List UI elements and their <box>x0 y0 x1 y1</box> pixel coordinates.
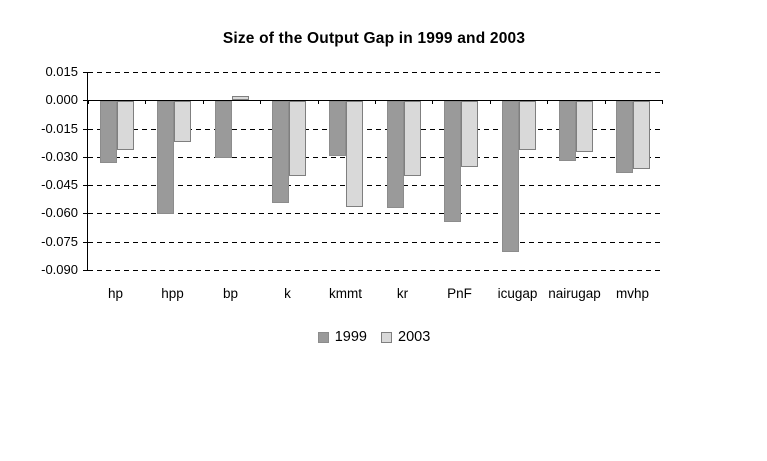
bar-1999-k <box>272 101 289 203</box>
x-axis-tick <box>375 100 376 104</box>
bar-1999-PnF <box>444 101 461 222</box>
bar-2003-bp <box>232 96 249 100</box>
bar-2003-kr <box>404 101 421 176</box>
x-axis-category-label: PnF <box>447 286 472 301</box>
y-axis-tick <box>83 185 88 186</box>
gridline <box>88 72 662 73</box>
legend-swatch-2003 <box>381 331 392 343</box>
x-axis-tick <box>432 100 433 104</box>
x-axis-tick <box>260 100 261 104</box>
bar-2003-hpp <box>174 101 191 142</box>
y-axis-tick <box>83 213 88 214</box>
gridline <box>88 270 662 271</box>
bar-1999-kr <box>387 101 404 208</box>
y-axis-tick-label: -0.030 <box>41 149 78 164</box>
bar-2003-kmmt <box>346 101 363 207</box>
y-axis-tick <box>83 129 88 130</box>
gridline <box>88 129 662 130</box>
y-axis-tick-label: -0.075 <box>41 234 78 249</box>
legend-label: 1999 <box>334 329 367 345</box>
y-axis-tick <box>83 242 88 243</box>
x-axis-tick <box>662 100 663 104</box>
x-axis-tick <box>490 100 491 104</box>
x-axis-category-label: bp <box>222 286 239 301</box>
bar-1999-icugap <box>502 101 519 252</box>
legend-item-2003: 2003 <box>381 329 430 345</box>
y-axis-tick-label: 0.000 <box>45 92 78 107</box>
bar-2003-k <box>289 101 306 176</box>
bar-1999-bp <box>215 101 232 158</box>
y-axis-tick-label: -0.045 <box>41 177 78 192</box>
x-axis-tick <box>145 100 146 104</box>
y-axis-tick-label: -0.015 <box>41 121 78 136</box>
x-axis-tick <box>203 100 204 104</box>
y-axis-tick-label: 0.015 <box>45 64 78 79</box>
legend-item-1999: 1999 <box>317 329 367 345</box>
x-axis-tick <box>547 100 548 104</box>
x-axis-category-label: k <box>284 286 291 301</box>
x-axis-category-label: kmmt <box>329 286 362 301</box>
y-axis-tick <box>83 100 88 101</box>
bar-1999-nairugap <box>559 101 576 161</box>
bar-2003-mvhp <box>633 101 650 169</box>
gridline <box>88 242 662 243</box>
bar-2003-nairugap <box>576 101 593 152</box>
y-axis-tick <box>83 72 88 73</box>
x-axis-tick <box>318 100 319 104</box>
x-axis-category-label: hpp <box>161 286 184 301</box>
bar-2003-PnF <box>461 101 478 167</box>
gridline <box>88 213 662 214</box>
y-axis-tick <box>83 157 88 158</box>
bar-1999-kmmt <box>329 101 346 156</box>
x-axis-category-label: mvhp <box>615 286 649 301</box>
x-axis-category-label: hp <box>107 286 124 301</box>
y-axis-tick-label: -0.060 <box>41 205 78 220</box>
x-axis-category-label: icugap <box>497 286 538 301</box>
legend-swatch-1999 <box>317 331 329 343</box>
y-axis-tick-label: -0.090 <box>41 262 78 277</box>
bar-1999-hp <box>100 101 117 163</box>
bar-2003-hp <box>117 101 134 150</box>
bar-1999-mvhp <box>616 101 633 173</box>
chart-title: Size of the Output Gap in 1999 and 2003 <box>222 30 526 47</box>
bar-2003-icugap <box>519 101 536 150</box>
gridline <box>88 185 662 186</box>
x-axis-tick <box>88 100 89 104</box>
x-axis-category-label: nairugap <box>548 286 601 301</box>
plot-area <box>83 72 663 271</box>
gridline <box>88 157 662 158</box>
y-axis-tick <box>83 270 88 271</box>
legend-label: 2003 <box>398 329 431 345</box>
x-axis-tick <box>605 100 606 104</box>
x-axis-category-label: kr <box>396 286 409 301</box>
bar-1999-hpp <box>157 101 174 214</box>
legend: 1999 2003 <box>87 329 661 345</box>
